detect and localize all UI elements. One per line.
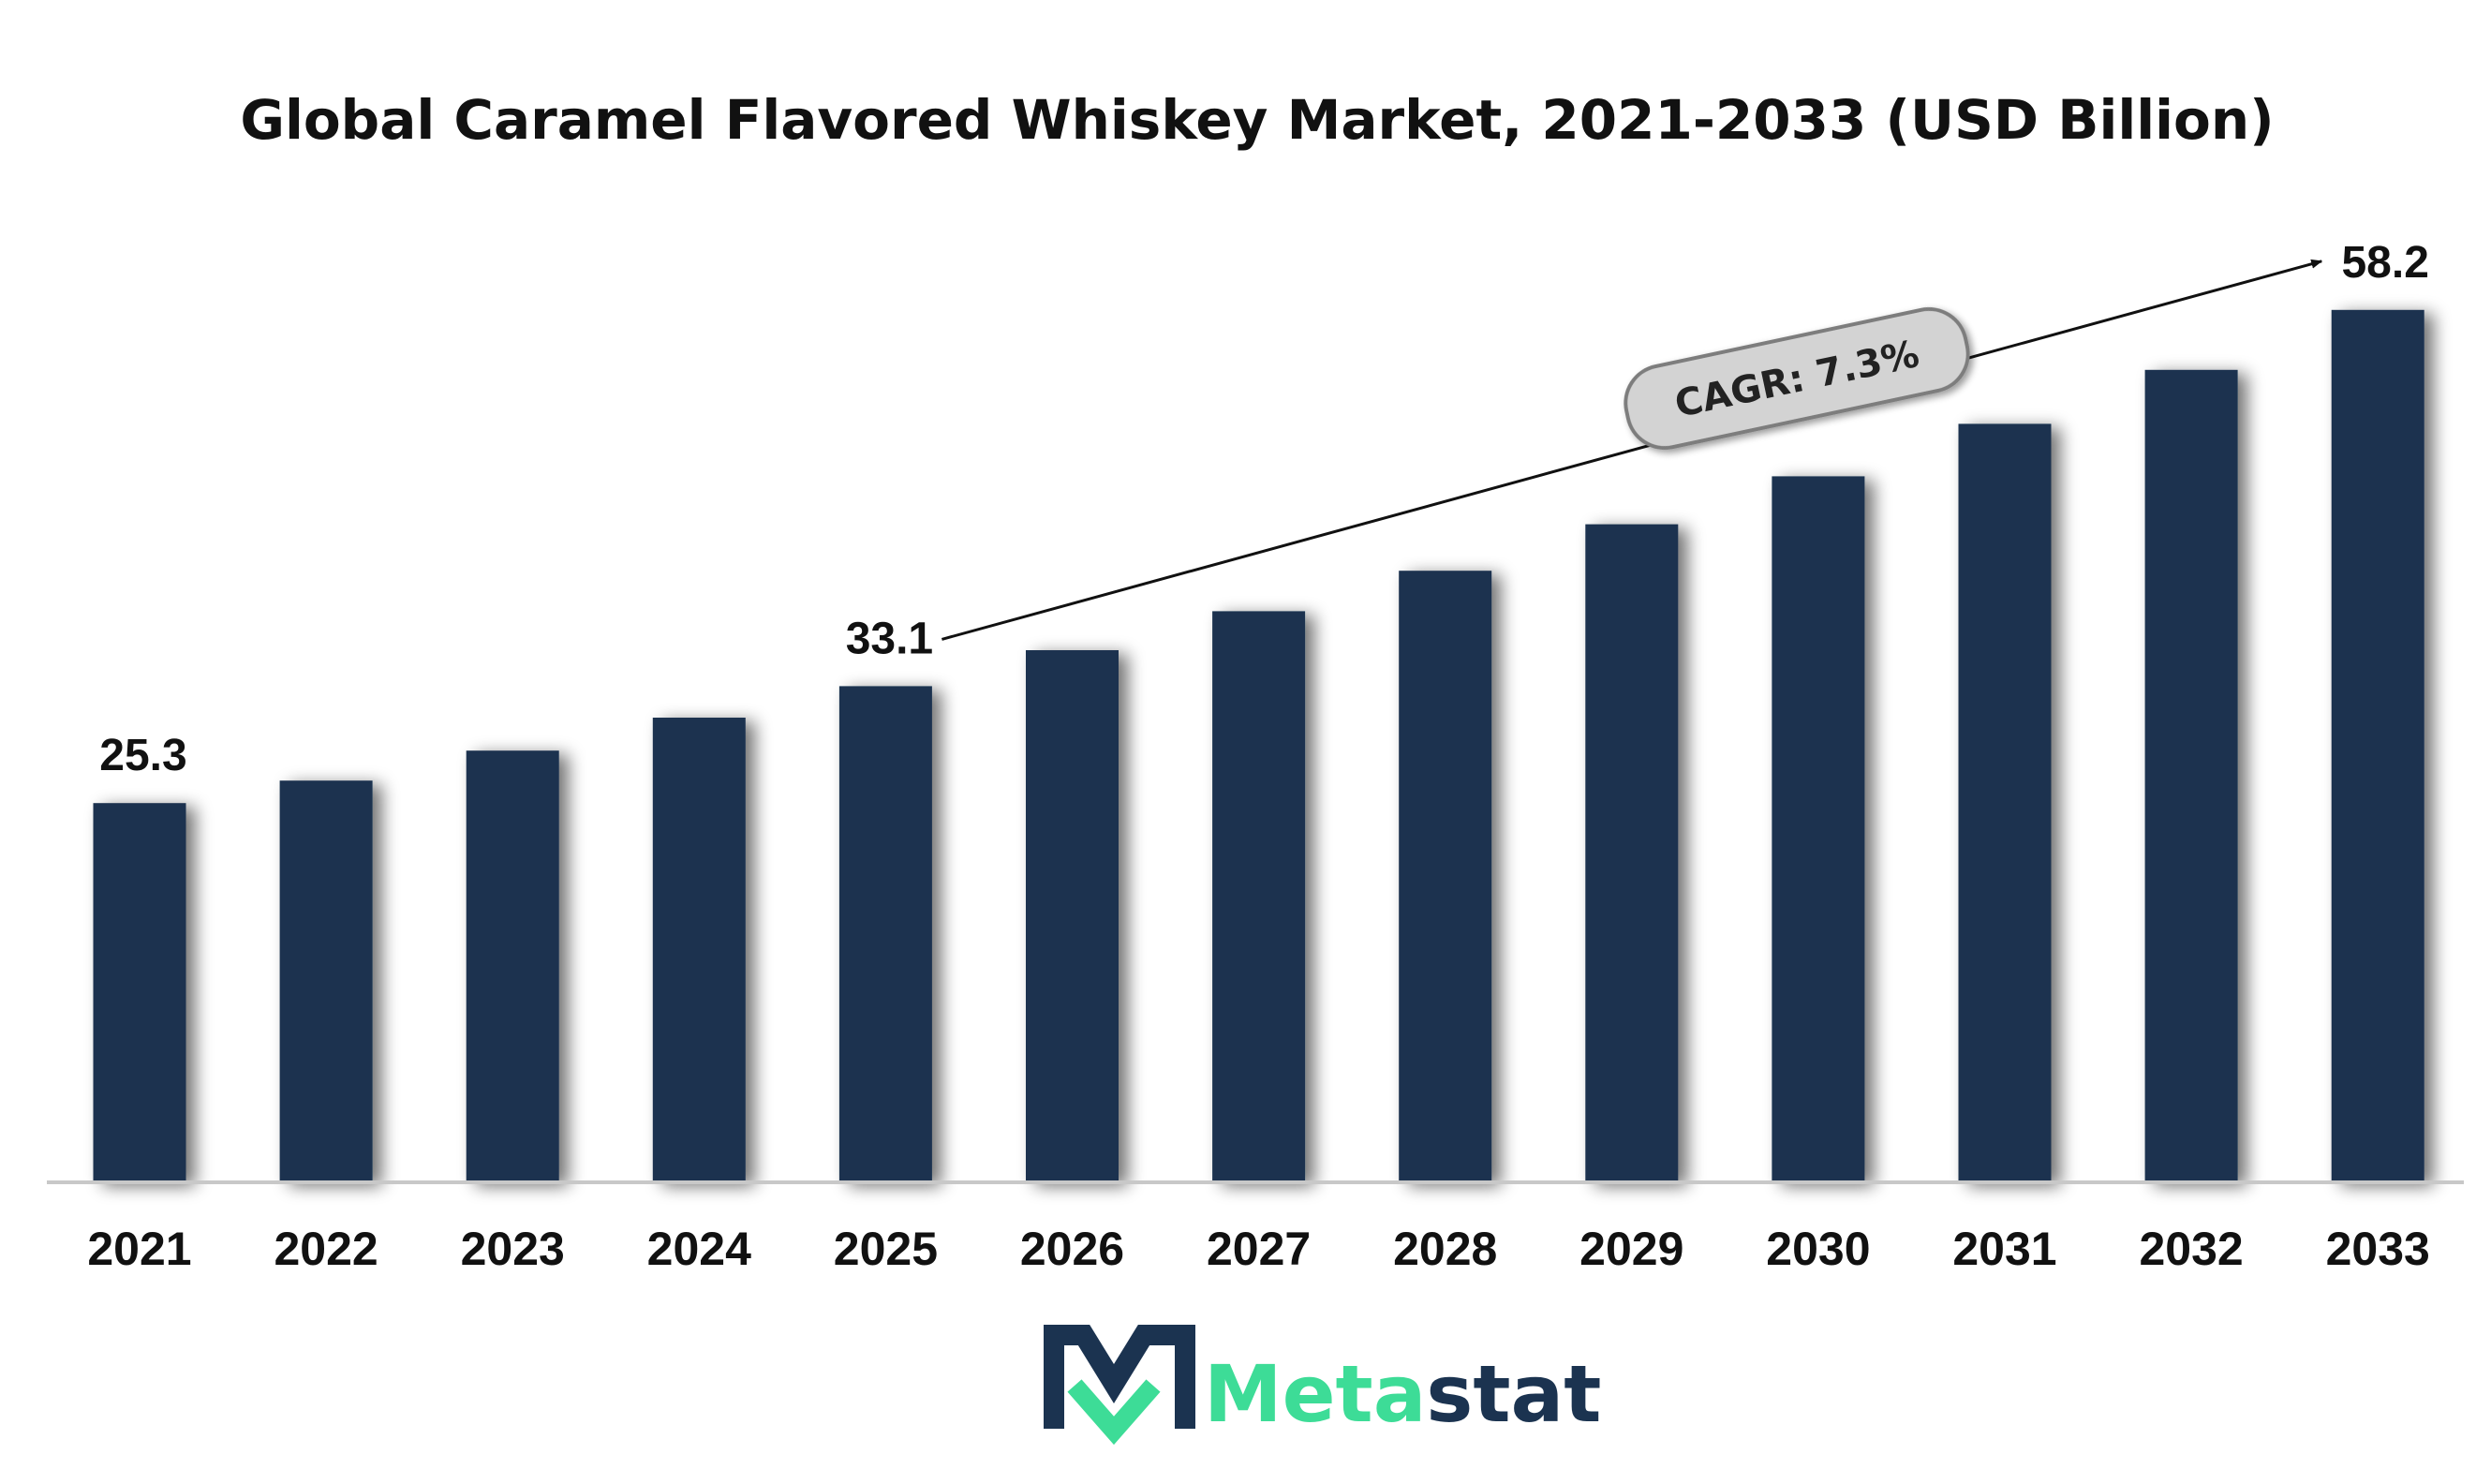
bar-2026 [1026,650,1119,1182]
bar-2031 [1958,423,2052,1182]
bar-2030 [1772,476,1865,1182]
x-tick-2033: 2033 [2326,1223,2430,1275]
brand-part1: Meta [1204,1348,1426,1440]
bar-2027 [1212,611,1306,1182]
bar-2028 [1399,571,1492,1182]
metastat-wordmark: Metastat [1204,1348,1601,1440]
x-tick-2032: 2032 [2139,1223,2243,1275]
x-tick-2028: 2028 [1393,1223,1497,1275]
bar-2033 [2331,309,2424,1182]
x-tick-2031: 2031 [1952,1223,2056,1275]
x-tick-2022: 2022 [274,1223,378,1275]
brand-part2: stat [1426,1348,1601,1440]
metastat-logo-mark-accent [1067,1379,1161,1446]
bar-2025 [838,686,932,1182]
bar-2024 [652,718,746,1182]
data-label-2033: 58.2 [2341,238,2428,288]
cagr-arrow [942,259,2323,641]
bar-2022 [279,780,373,1182]
data-label-2025: 33.1 [846,614,933,663]
bar-2029 [1585,524,1679,1182]
cagr-pill [1624,306,1970,451]
metastat-logo: Metastat [1044,1325,1601,1446]
bar-2023 [466,750,559,1182]
x-tick-2021: 2021 [87,1223,191,1275]
x-tick-2025: 2025 [834,1223,938,1275]
x-tick-2024: 2024 [647,1223,751,1275]
x-tick-2027: 2027 [1207,1223,1311,1275]
x-tick-2029: 2029 [1579,1223,1683,1275]
data-label-2021: 25.3 [99,731,186,780]
chart-title: Global Caramel Flavored Whiskey Market, … [240,88,2274,152]
metastat-logo-mark [1044,1325,1195,1429]
x-tick-2023: 2023 [461,1223,565,1275]
x-tick-labels: 2021 2022 2023 2024 2025 2026 2027 2028 2029 2030… [87,1223,2429,1275]
x-tick-2026: 2026 [1020,1223,1124,1275]
cagr-annotation: CAGR: 7.3% [1624,306,1970,451]
data-labels: 25.3 33.1 58.2 [99,238,2429,780]
bar-2032 [2144,369,2238,1182]
bars-group [93,309,2424,1182]
bar-2021 [93,803,186,1182]
x-tick-2030: 2030 [1766,1223,1870,1275]
